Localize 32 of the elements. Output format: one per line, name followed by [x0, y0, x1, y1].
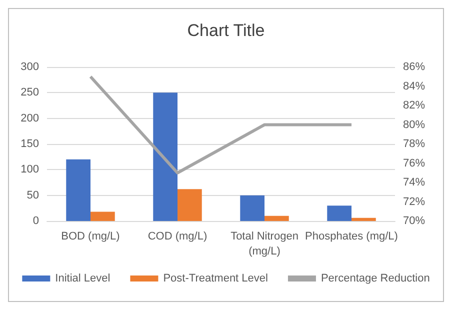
x-tick-label: Total Nitrogen (mg/L) — [230, 230, 298, 258]
legend-label: Percentage Reduction — [320, 272, 430, 284]
y-tick-label: 50 — [26, 189, 39, 202]
y2-tick-label: 72% — [403, 196, 426, 208]
y2-tick-label: 74% — [403, 176, 426, 188]
y2-tick-label: 78% — [403, 138, 426, 150]
y2-tick-label: 76% — [403, 157, 426, 170]
y-tick-label: 100 — [20, 164, 39, 176]
bar — [240, 195, 264, 221]
bar — [264, 216, 289, 221]
y-tick-label: 250 — [20, 86, 39, 99]
y-tick-label: 200 — [20, 112, 39, 124]
bar — [66, 159, 90, 221]
y2-tick-label: 70% — [403, 215, 426, 227]
bar — [327, 206, 352, 221]
y-tick-label: 0 — [32, 215, 39, 227]
x-tick-label: Phosphates (mg/L) — [305, 230, 398, 242]
y-tick-label: 150 — [20, 138, 39, 150]
legend-label: Initial Level — [55, 272, 110, 284]
y2-tick-label: 84% — [403, 80, 426, 92]
bar — [352, 218, 376, 221]
y2-tick-label: 82% — [403, 100, 426, 112]
bar — [178, 189, 202, 221]
chart-title: Chart Title — [187, 21, 265, 40]
bar — [90, 212, 115, 221]
x-tick-label: BOD (mg/L) — [61, 230, 120, 242]
y2-tick-label: 80% — [403, 118, 426, 131]
x-tick-label: COD (mg/L) — [148, 230, 208, 242]
bar — [153, 92, 178, 221]
legend-label: Post-Treatment Level — [163, 272, 268, 284]
y2-tick-label: 86% — [403, 61, 426, 73]
y-tick-label: 300 — [20, 61, 39, 73]
